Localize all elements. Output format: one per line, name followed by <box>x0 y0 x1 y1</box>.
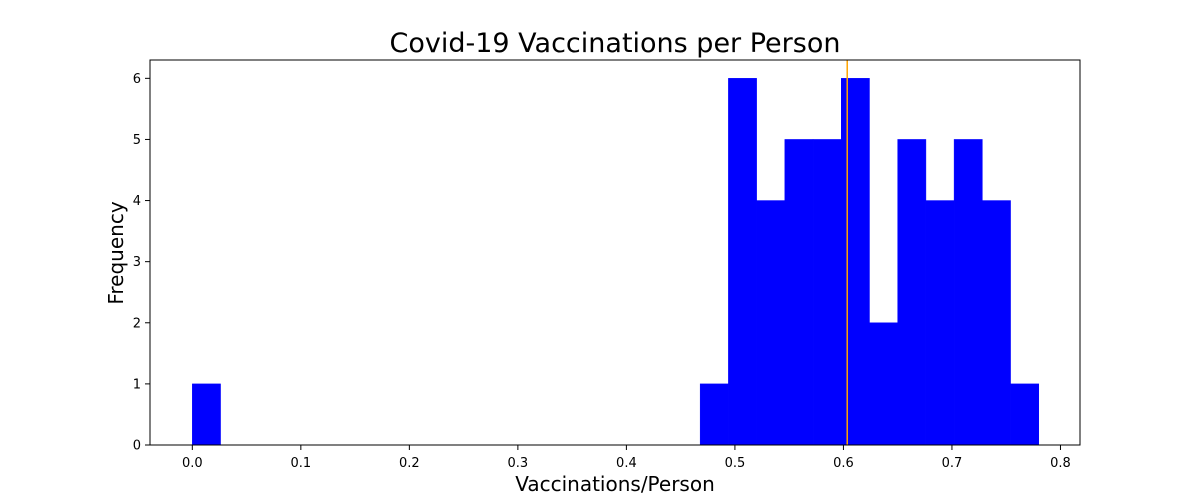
y-axis-ticks: 0 1 2 3 4 5 6 <box>133 72 150 454</box>
x-tick-label: 0.0 <box>182 456 203 471</box>
histogram-bar <box>699 383 729 446</box>
y-tick-label: 0 <box>133 439 141 454</box>
x-tick-label: 0.3 <box>508 456 529 471</box>
histogram-bar <box>728 78 757 446</box>
y-tick-label: 4 <box>133 194 141 209</box>
x-tick-label: 0.4 <box>616 456 637 471</box>
histogram-bar <box>192 383 221 446</box>
chart-title: Covid-19 Vaccinations per Person <box>390 28 841 59</box>
y-tick-label: 3 <box>133 255 141 270</box>
y-tick-label: 6 <box>133 72 141 87</box>
y-axis-title: Frequency <box>104 201 128 304</box>
x-axis-title: Vaccinations/Person <box>515 472 715 496</box>
x-tick-label: 0.2 <box>399 456 420 471</box>
histogram-bar <box>869 322 898 446</box>
x-tick-label: 0.5 <box>725 456 746 471</box>
histogram-bar <box>1010 383 1040 446</box>
bars-group <box>192 78 1040 446</box>
x-tick-label: 0.7 <box>942 456 963 471</box>
y-tick-label: 5 <box>133 133 141 148</box>
x-tick-label: 0.1 <box>290 456 311 471</box>
x-tick-label: 0.8 <box>1050 456 1071 471</box>
histogram-bar <box>897 139 927 446</box>
y-tick-label: 1 <box>133 377 141 392</box>
histogram-bar <box>953 139 983 446</box>
histogram-bar <box>982 200 1011 446</box>
histogram-bar <box>756 200 786 446</box>
x-axis-ticks: 0.0 0.1 0.2 0.3 0.4 0.5 0.6 0.7 0.8 <box>182 445 1071 471</box>
histogram-bar <box>784 139 814 446</box>
histogram-bar <box>841 78 870 446</box>
y-tick-label: 2 <box>133 316 141 331</box>
histogram-bar <box>925 200 955 446</box>
histogram-bar <box>812 139 842 446</box>
plot-frame <box>149 59 1081 446</box>
x-tick-label: 0.6 <box>833 456 854 471</box>
